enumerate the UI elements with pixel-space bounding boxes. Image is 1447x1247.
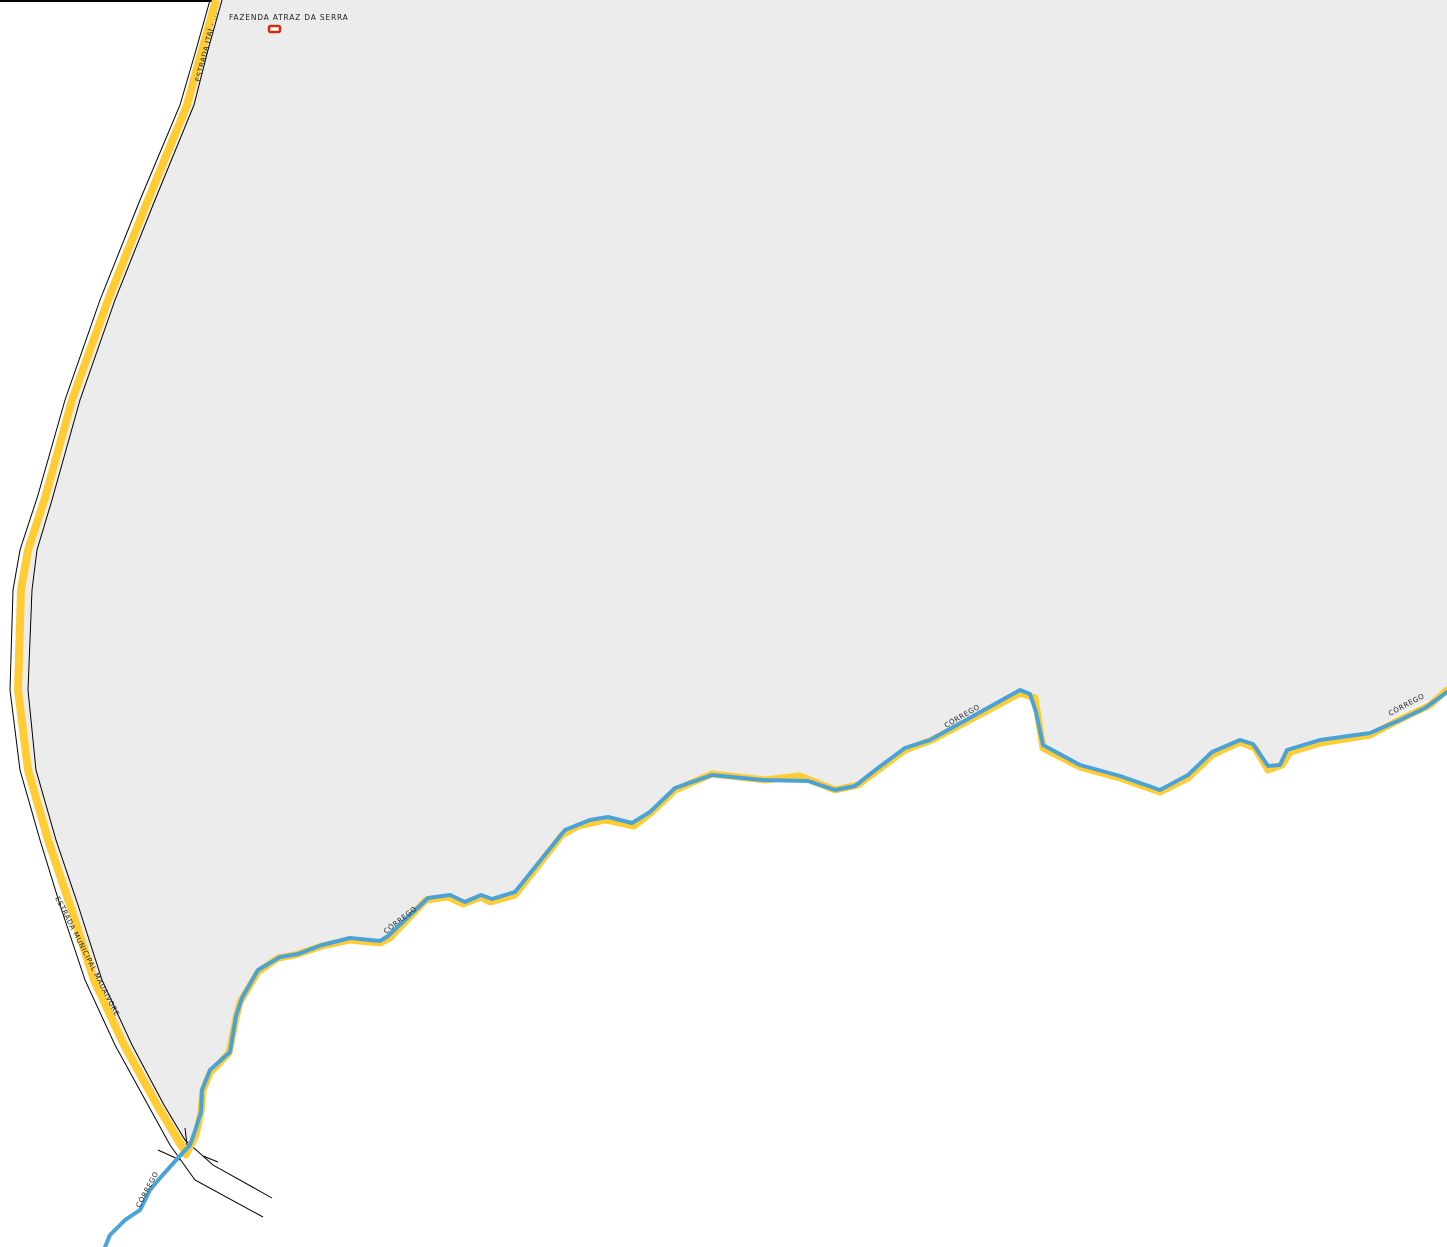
road-left-casing-inner (27, 0, 273, 1199)
place-label: FAZENDA ATRAZ DA SERRA (229, 13, 349, 22)
river-label-4: CÓRREGO (134, 1170, 161, 1209)
river-main (103, 688, 1447, 1247)
road-tick-3 (202, 1155, 219, 1163)
property-area (20, 0, 1447, 1158)
place-marker-icon[interactable] (267, 24, 282, 34)
road-tick-2 (184, 1127, 188, 1146)
road-left-casing-outer (9, 0, 264, 1218)
road-left (14, 0, 220, 1156)
